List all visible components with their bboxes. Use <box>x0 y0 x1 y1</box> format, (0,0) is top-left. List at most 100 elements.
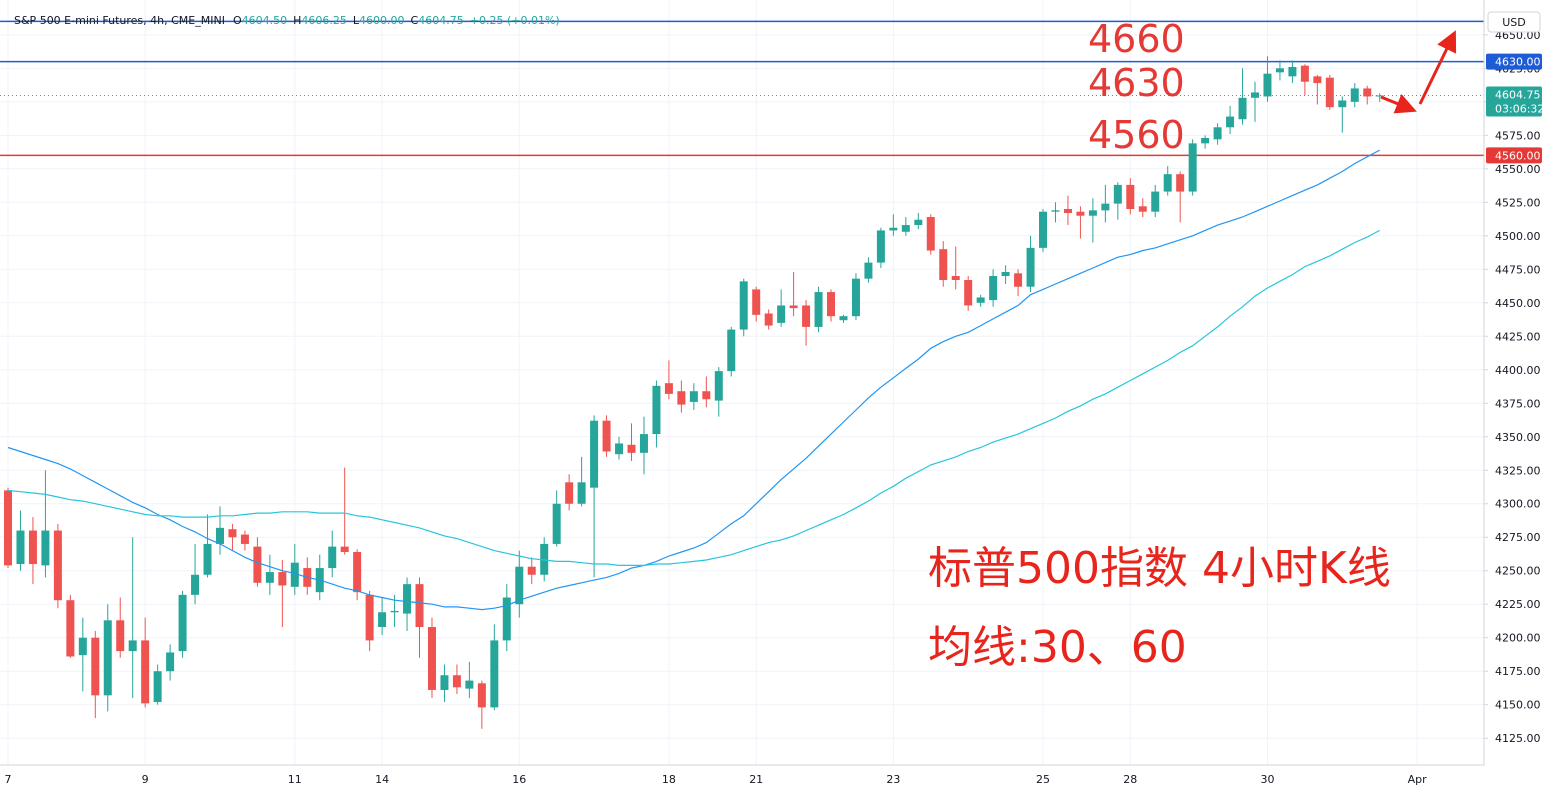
candle-body <box>403 584 412 614</box>
y-tick-label: 4175.00 <box>1495 665 1541 678</box>
candle-body <box>203 543 212 575</box>
candle-body <box>939 249 948 281</box>
ohlc-key: H <box>293 14 301 27</box>
candle-body <box>552 503 561 544</box>
ohlc-key: L <box>353 14 360 27</box>
ohlc-key: C <box>411 14 419 27</box>
x-tick-label: 28 <box>1123 773 1137 786</box>
candle-body <box>1001 271 1010 276</box>
chart-title: S&P 500 E-mini Futures, 4h, CME_MINI <box>14 14 225 27</box>
candle-body <box>353 551 362 593</box>
candle-body <box>602 420 611 452</box>
candle-body <box>328 546 337 569</box>
candle-body <box>739 281 748 330</box>
candle-body <box>427 627 436 690</box>
candle-body <box>191 574 200 595</box>
ohlc-value: 4604.50 <box>242 14 288 27</box>
candle-body <box>989 275 998 301</box>
last-price-label: 4604.75 <box>1495 88 1541 101</box>
candle-body <box>1251 92 1259 98</box>
y-tick-label: 4525.00 <box>1495 196 1541 209</box>
y-tick-label: 4425.00 <box>1495 330 1541 343</box>
change: +0.25 (+0.01%) <box>470 14 560 27</box>
candle-body <box>340 546 349 552</box>
ohlc-key: O <box>233 14 242 27</box>
candle-body <box>253 546 262 583</box>
x-tick-label: 11 <box>288 773 302 786</box>
candle-body <box>864 262 873 279</box>
candle-body <box>515 566 524 605</box>
candle-body <box>1350 88 1359 102</box>
y-tick-label: 4225.00 <box>1495 598 1541 611</box>
candle-body <box>53 530 62 601</box>
candle-body <box>1226 116 1235 128</box>
y-tick-label: 4400.00 <box>1495 364 1541 377</box>
candle-body <box>153 671 162 703</box>
candle-body <box>727 329 736 372</box>
candle-body <box>876 230 885 263</box>
candle-body <box>1338 100 1347 108</box>
y-tick-label: 4125.00 <box>1495 732 1541 745</box>
candle-body <box>777 305 786 323</box>
level-badge <box>1486 147 1542 164</box>
y-tick-label: 4300.00 <box>1495 498 1541 511</box>
annotation: 均线:30、60 <box>928 622 1187 673</box>
candle-body <box>452 675 461 688</box>
y-tick-label: 4475.00 <box>1495 263 1541 276</box>
level-badge-label: 4560.00 <box>1495 149 1541 162</box>
candle-body <box>28 530 37 565</box>
candle-body <box>590 420 599 488</box>
arrow <box>1418 30 1457 105</box>
level-label: 4660 <box>1088 17 1185 61</box>
candle-body <box>278 572 287 586</box>
ohlc-value: 4604.75 <box>418 14 464 27</box>
overlay: 4125.00 4150.00 4175.00 4200.00 4225.00 4250.… <box>5 14 1545 786</box>
y-tick-label: 4500.00 <box>1495 230 1541 243</box>
candle-body <box>1051 210 1060 212</box>
candle-body <box>1014 273 1023 287</box>
candle-body <box>1325 77 1334 108</box>
y-tick-label: 4150.00 <box>1495 699 1541 712</box>
candle-body <box>4 490 12 566</box>
candle-body <box>265 572 274 583</box>
y-tick-label: 4550.00 <box>1495 163 1541 176</box>
candle-body <box>714 371 723 401</box>
candle-body <box>901 225 910 232</box>
candle-body <box>802 305 811 327</box>
annotation: 标普500指数 4小时K线 <box>928 543 1391 594</box>
candle-body <box>702 391 711 400</box>
ma-line <box>7 149 1380 611</box>
candle-body <box>652 385 661 435</box>
level-badge <box>1486 53 1542 70</box>
candle-body <box>66 600 75 657</box>
x-tick-label: Apr <box>1408 773 1428 786</box>
candle-body <box>1313 76 1322 84</box>
candle-body <box>440 675 449 690</box>
candle-body <box>1063 209 1072 214</box>
candle-body <box>951 275 960 281</box>
candle-body <box>78 637 87 656</box>
candle-body <box>926 217 935 251</box>
header: S&P 500 E-mini Futures, 4h, CME_MINI O460… <box>14 14 560 27</box>
x-tick-label: 25 <box>1036 773 1050 786</box>
candle-body <box>540 543 549 575</box>
candle-body <box>1088 210 1097 216</box>
candle-body <box>91 637 100 696</box>
candle-body <box>889 227 898 231</box>
candle-body <box>465 680 474 689</box>
level-label: 4560 <box>1088 113 1185 157</box>
candle-body <box>1163 174 1172 192</box>
candle-body <box>490 640 499 708</box>
currency-box[interactable] <box>1487 11 1541 33</box>
candle-body <box>1151 191 1160 212</box>
y-tick-label: 4450.00 <box>1495 297 1541 310</box>
candle-body <box>378 612 387 628</box>
candle-body <box>814 292 823 327</box>
candle-body <box>215 527 224 544</box>
candle-body <box>764 313 773 326</box>
x-tick-label: 14 <box>375 773 389 786</box>
countdown: 03:06:32 <box>1495 102 1544 115</box>
